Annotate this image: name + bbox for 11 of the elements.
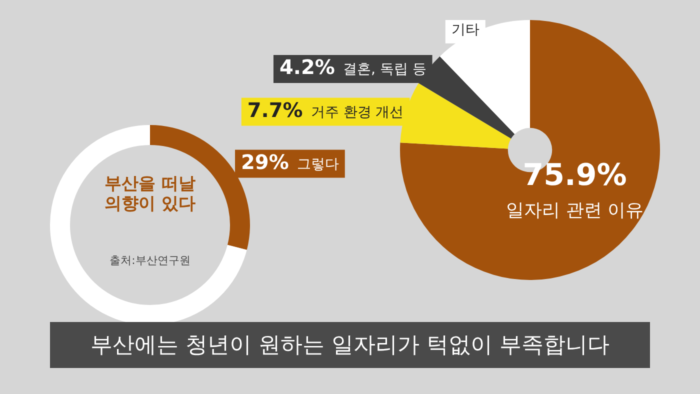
slice-label: 결혼, 독립 등	[342, 62, 426, 78]
source-note: 출처:부산연구원	[108, 253, 192, 268]
text: 부산에는 청년이 원하는 일자리가 턱없이 부족합니다	[50, 322, 650, 368]
slice-label: 일자리 관련 이유	[506, 200, 644, 222]
text: 부산을 떠날 의향이 있다	[104, 174, 196, 214]
slice-label: 그렇다	[296, 156, 339, 172]
data-label: 4.2%	[279, 55, 335, 80]
data-label: 7.7%	[247, 98, 303, 122]
slice-label: 거주 환경 개선	[310, 104, 404, 120]
slice-label: 기타	[451, 22, 480, 38]
data-label: 29%	[241, 150, 289, 174]
